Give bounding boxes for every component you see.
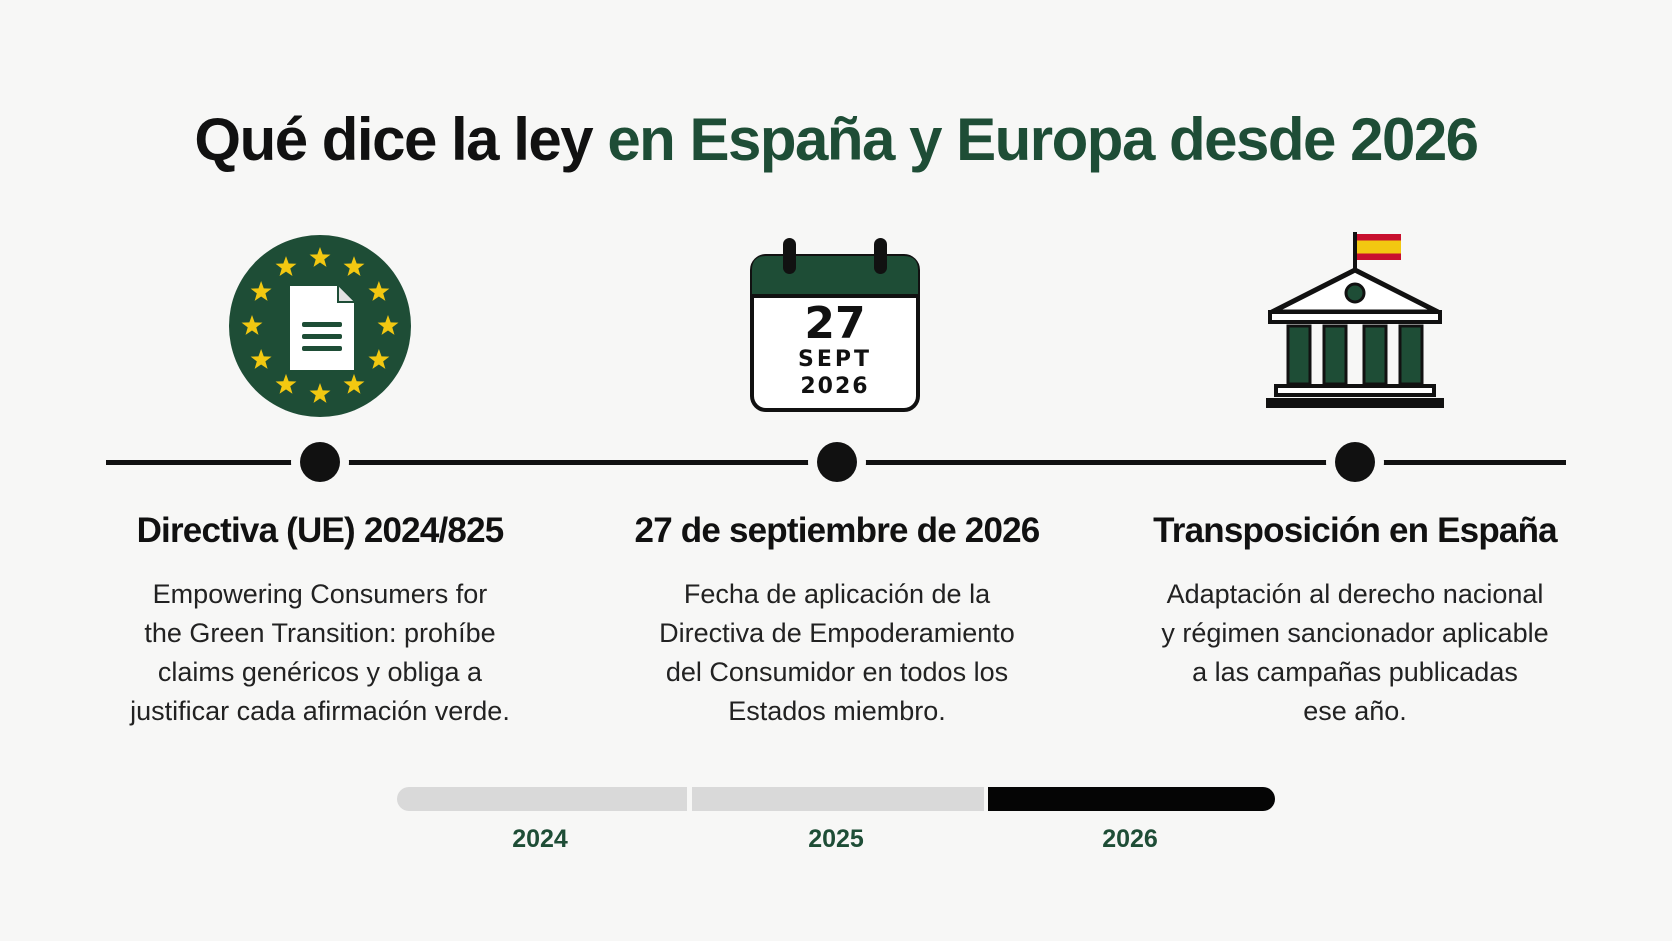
eu-star-icon [377, 315, 399, 335]
eu-document-icon [228, 234, 412, 418]
description-line: Adaptación al derecho nacional [1166, 579, 1544, 609]
description-line: justificar cada afirmación verde. [130, 696, 510, 726]
timeline-node-1 [300, 442, 340, 482]
milestone-transposition: Transposición en España Adaptación al de… [1120, 505, 1590, 731]
year-label-2024: 2024 [512, 825, 568, 853]
description-line: ese año. [1303, 696, 1407, 726]
milestone-directive: Directiva (UE) 2024/825 Empowering Consu… [85, 505, 555, 731]
calendar-icon: 27 SEPT 2026 [748, 236, 923, 414]
eu-star-icon [250, 349, 272, 369]
title-part-green: en España y Europa desde 2026 [607, 106, 1479, 173]
eu-star-icon [368, 349, 390, 369]
title-part-dark: Qué dice la ley [194, 106, 593, 173]
calendar-year: 2026 [800, 374, 869, 399]
milestone-description: Adaptación al derecho nacional y régimen… [1155, 575, 1555, 731]
eu-star-icon [368, 281, 390, 301]
description-line: claims genéricos y obliga a [157, 657, 483, 687]
eu-star-icon [309, 247, 331, 267]
description-line: Fecha de aplicación de la [683, 579, 991, 609]
description-line: Estados miembro. [728, 696, 946, 726]
milestone-title: 27 de septiembre de 2026 [634, 511, 1041, 550]
milestone-description: Empowering Consumers for the Green Trans… [120, 575, 520, 731]
year-segment-2026 [988, 787, 1275, 811]
year-segment-2025 [692, 787, 984, 811]
milestone-application-date: 27 de septiembre de 2026 Fecha de aplica… [602, 505, 1072, 731]
eu-star-icon [309, 383, 331, 403]
timeline-node-2 [817, 442, 857, 482]
eu-star-icon [275, 373, 297, 394]
timeline-node-3 [1335, 442, 1375, 482]
milestone-description: Fecha de aplicación de la Directiva de E… [637, 575, 1037, 731]
government-building-icon [1262, 230, 1448, 418]
eu-star-icon [343, 373, 365, 394]
milestone-title: Transposición en España [1153, 511, 1557, 550]
page-title: Qué dice la ley en España y Europa desde… [0, 100, 1672, 180]
milestone-title: Directiva (UE) 2024/825 [136, 511, 505, 550]
spain-flag-icon [1357, 234, 1401, 260]
eu-star-icon [241, 315, 263, 335]
year-label-2026: 2026 [1102, 825, 1158, 853]
eu-star-icon [343, 256, 365, 277]
year-segment-2024 [397, 787, 687, 811]
eu-star-icon [250, 281, 272, 301]
description-line: del Consumidor en todos los [665, 657, 1009, 687]
description-line: y régimen sancionador aplicable [1161, 618, 1549, 648]
description-line: Directiva de Empoderamiento [659, 618, 1015, 648]
description-line: a las campañas publicadas [1192, 657, 1518, 687]
calendar-month: SEPT [798, 347, 872, 372]
description-line: Empowering Consumers for [152, 579, 488, 609]
calendar-day: 27 [804, 298, 865, 349]
year-label-2025: 2025 [808, 825, 864, 853]
eu-star-icon [275, 256, 297, 277]
description-line: the Green Transition: prohíbe [144, 618, 496, 648]
